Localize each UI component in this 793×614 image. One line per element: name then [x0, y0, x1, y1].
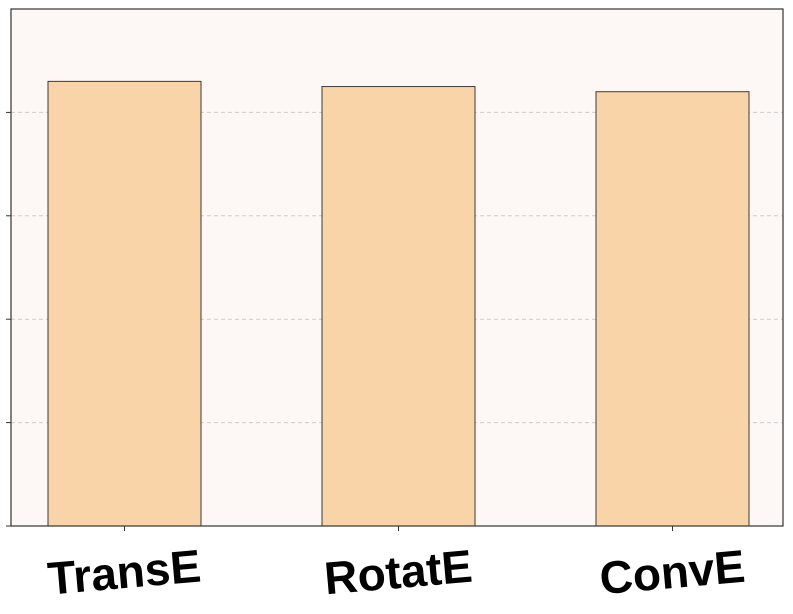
- bar: [595, 91, 750, 527]
- bar: [321, 86, 476, 527]
- bar: [47, 80, 202, 527]
- plot-frame: [10, 8, 784, 527]
- x-tick-label: ConvE: [597, 540, 747, 604]
- x-tick-label: TransE: [46, 539, 203, 604]
- x-tick-label: RotatE: [322, 540, 474, 605]
